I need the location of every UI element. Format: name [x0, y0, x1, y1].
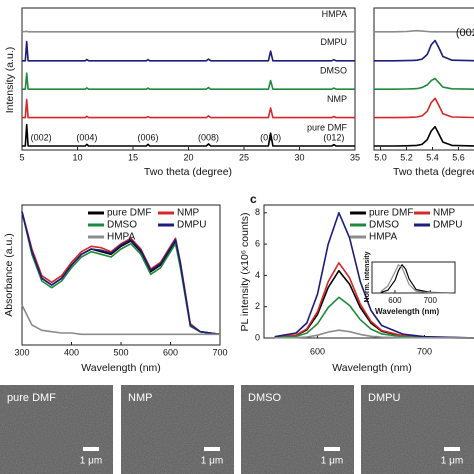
x-tick-label: 5.4	[426, 152, 439, 162]
legend-label: DMPU	[177, 220, 206, 231]
scale-bar-label: 1 μm	[441, 456, 463, 467]
legend-label: pure DMF	[369, 208, 413, 219]
scale-bar	[204, 447, 220, 451]
y-tick-label: 2	[255, 301, 260, 311]
plot-frame	[371, 261, 456, 294]
series-line	[374, 97, 474, 119]
peak-label: (008)	[198, 132, 219, 142]
x-tick-label: 5.2	[400, 152, 413, 162]
y-axis-title: PL intensity (x10⁶ counts)	[239, 213, 251, 332]
x-axis-title: Two theta (degree)	[144, 166, 232, 178]
trace-label: HMPA	[322, 9, 347, 19]
x-axis-title: Wavelength (nm)	[81, 362, 161, 374]
legend-label: HMPA	[369, 232, 397, 243]
y-axis-title: Intensity (a.u.)	[4, 47, 16, 114]
x-tick-label: 5.6	[452, 152, 465, 162]
x-tick-label: 300	[14, 347, 29, 357]
scale-bar	[83, 447, 99, 451]
series-line	[380, 264, 452, 294]
scale-bar	[444, 447, 460, 451]
x-tick-label: 600	[163, 347, 178, 357]
series-line	[374, 77, 474, 90]
x-tick-label: 700	[417, 346, 432, 356]
legend-label: DMSO	[107, 220, 137, 231]
peak-label: (012)	[323, 132, 344, 142]
scale-bar-label: 1 μm	[80, 456, 102, 467]
x-tick-label: 35	[350, 152, 360, 162]
series-line	[374, 125, 474, 147]
legend-label: DMSO	[369, 220, 399, 231]
plot-frame	[373, 7, 474, 151]
series-line	[22, 40, 355, 62]
x-tick-label: 25	[239, 152, 249, 162]
series-line	[274, 212, 474, 339]
scale-bar-label: 1 μm	[321, 456, 343, 467]
x-tick-label: 500	[113, 347, 128, 357]
trace-label: DMPU	[321, 37, 348, 47]
y-tick-label: 6	[255, 238, 260, 248]
plot-frame	[21, 7, 356, 151]
x-tick-label: 400	[64, 347, 79, 357]
legend-label: HMPA	[107, 232, 135, 243]
x-tick-label: 10	[72, 152, 82, 162]
x-tick-label: 600	[388, 296, 402, 305]
peak-label: (010)	[260, 132, 281, 142]
plot-frame	[263, 204, 474, 339]
peak-label: (006)	[137, 132, 158, 142]
panel-label: c	[250, 192, 257, 206]
y-tick-label: 0	[255, 332, 260, 342]
series-line	[274, 329, 474, 339]
y-axis-title: Absorbance (a.u.)	[3, 233, 15, 316]
y-tick-label: 4	[255, 270, 260, 280]
sem-texture	[241, 385, 354, 474]
x-tick-label: 15	[128, 152, 138, 162]
scale-bar	[324, 447, 340, 451]
legend-label: NMP	[433, 208, 456, 219]
x-tick-label: 700	[212, 347, 227, 357]
x-axis-title: Wavelength (nm)	[332, 362, 412, 374]
x-tick-label: 5.0	[374, 152, 387, 162]
x-tick-label: 700	[424, 296, 438, 305]
legend-label: pure DMF	[107, 208, 151, 219]
trace-label: pure DMF	[307, 122, 348, 132]
legend-label: DMPU	[433, 220, 462, 231]
sem-texture	[121, 385, 234, 474]
x-tick-label: 600	[310, 346, 325, 356]
y-tick-label: 8	[255, 207, 260, 217]
sem-label: NMP	[128, 392, 152, 404]
scale-bar-label: 1 μm	[201, 456, 223, 467]
series-line	[22, 123, 355, 147]
series-line	[22, 98, 355, 119]
series-line	[21, 30, 355, 33]
peak-label: (002)	[31, 132, 52, 142]
series-line	[274, 296, 474, 339]
sem-label: pure DMF	[7, 392, 56, 404]
peak-label: (004)	[76, 132, 97, 142]
series-line	[274, 262, 474, 339]
x-tick-label: 5	[19, 152, 24, 162]
series-line	[22, 72, 355, 90]
sem-label: DMSO	[248, 392, 281, 404]
sem-label: DMPU	[368, 392, 400, 404]
sem-texture	[361, 385, 474, 474]
x-axis-title: Two theta (degree)	[393, 166, 474, 178]
series-line	[374, 39, 474, 62]
trace-label: DMSO	[320, 66, 347, 76]
series-line	[21, 304, 220, 336]
series-line	[21, 211, 221, 336]
peak-label: (002)	[456, 27, 474, 39]
trace-label: NMP	[327, 94, 347, 104]
legend-label: NMP	[177, 208, 200, 219]
y-axis-title: Norm. intensity	[364, 251, 371, 302]
x-tick-label: 30	[294, 152, 304, 162]
sem-texture	[0, 385, 113, 474]
series-line	[380, 264, 452, 294]
x-tick-label: 20	[183, 152, 193, 162]
series-line	[374, 29, 474, 33]
x-axis-title: Wavelength (nm)	[375, 307, 439, 316]
